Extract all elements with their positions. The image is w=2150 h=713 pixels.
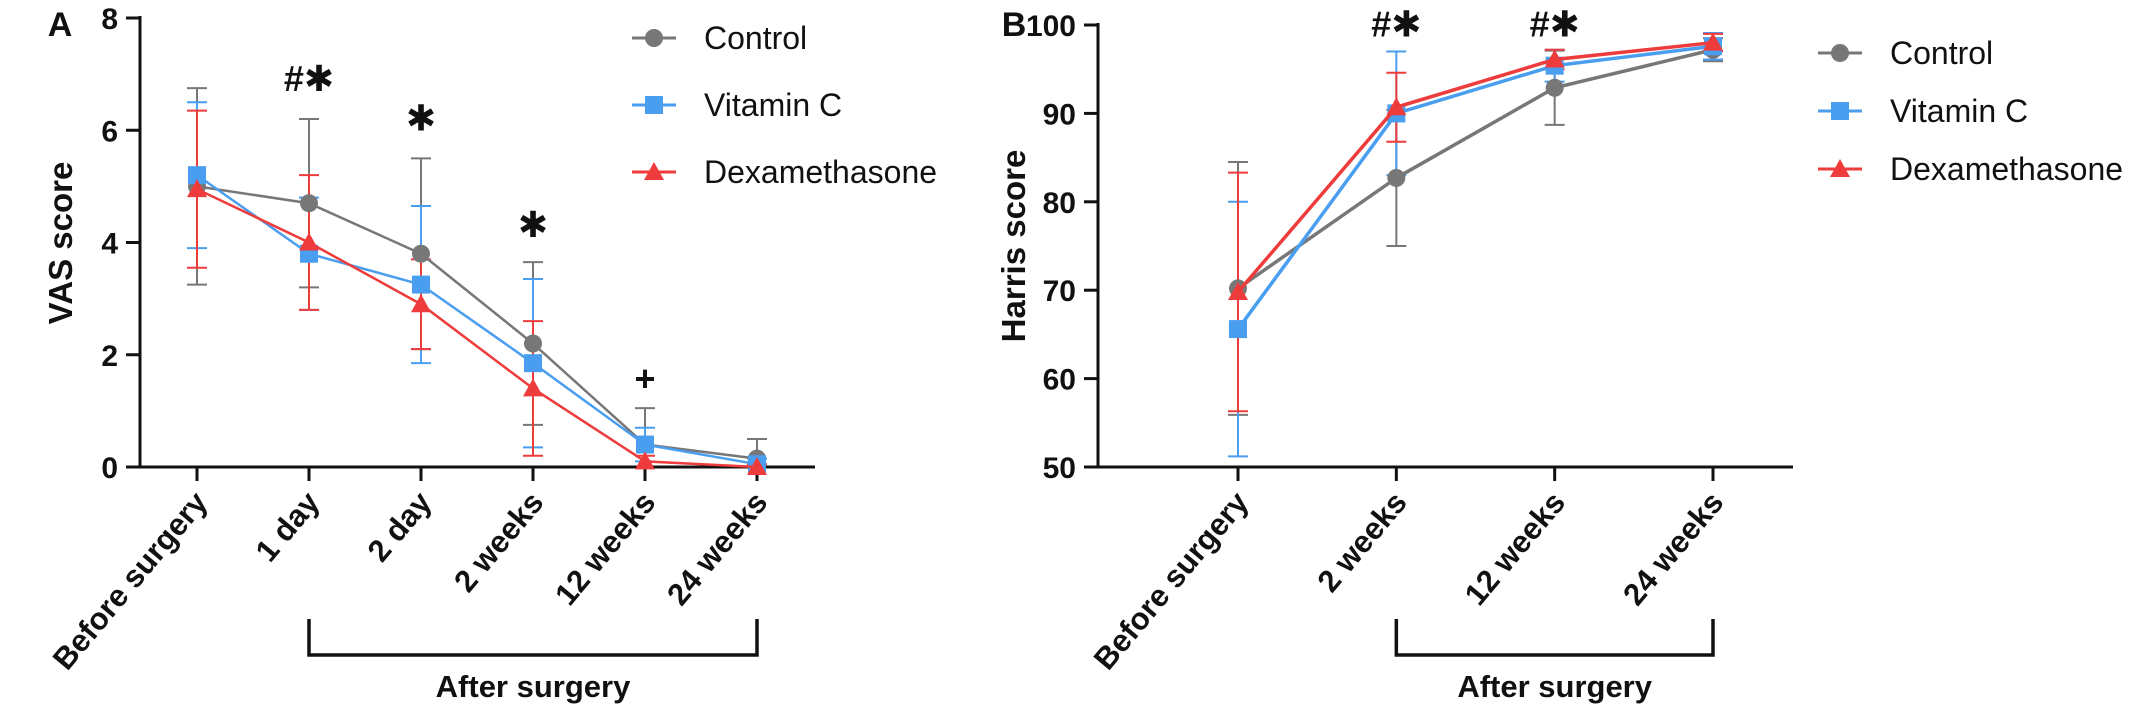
data-point [412, 244, 430, 263]
data-point [636, 435, 654, 454]
y-tick-label: 100 [1026, 10, 1076, 43]
data-point [523, 378, 543, 397]
series-line-vitamin-c [1236, 44, 1714, 331]
axes [1096, 23, 1793, 469]
bracket-label: After surgery [1457, 669, 1652, 704]
y-tick-label: 70 [1043, 275, 1076, 308]
y-tick-label: 80 [1043, 187, 1076, 220]
significance-annotation: ✱ [518, 204, 548, 245]
legend-label: Control [1890, 35, 1993, 71]
legend-label: Dexamethasone [704, 154, 937, 190]
panel-label: B [1002, 6, 1027, 44]
data-point [188, 166, 206, 185]
x-tick-label: 2 day [361, 484, 439, 568]
series-line-control [1236, 48, 1714, 290]
x-tick-label: Before surgery [1087, 484, 1256, 676]
x-tick-label: 2 weeks [1310, 485, 1413, 599]
significance-annotation: #✱ [1371, 3, 1421, 44]
bracket-label: After surgery [436, 669, 631, 704]
data-point [299, 232, 319, 251]
legend: Control Vitamin C Dexamethasone [1818, 35, 2123, 187]
legend-marker [644, 162, 664, 180]
legend-marker [1830, 159, 1850, 177]
data-point [187, 179, 207, 198]
x-tick-label: 1 day [249, 484, 327, 568]
significance-annotation: ✱ [406, 97, 436, 138]
data-point [1228, 281, 1248, 300]
after-surgery-bracket [1394, 619, 1715, 657]
legend-marker [1831, 44, 1849, 62]
series-control [1229, 40, 1722, 298]
legend-label: Vitamin C [1890, 93, 2028, 129]
data-point [1703, 32, 1723, 51]
y-tick-label: 90 [1043, 98, 1076, 131]
x-tick-label: 12 weeks [548, 485, 662, 612]
x-tick-label: 24 weeks [1616, 485, 1730, 612]
y-tick-label: 60 [1043, 364, 1076, 397]
x-tick-label: 2 weeks [447, 485, 550, 599]
x-tick-label: 24 weeks [660, 485, 774, 612]
series-dexamethasone [187, 179, 767, 475]
legend-marker [645, 96, 663, 114]
data-point [1386, 97, 1407, 116]
data-point [1545, 78, 1564, 97]
legend-marker [1831, 102, 1849, 120]
legend-label: Dexamethasone [1890, 151, 2123, 187]
legend-label: Control [704, 20, 807, 56]
y-tick-label: 0 [101, 452, 118, 485]
legend-label: Vitamin C [704, 87, 842, 123]
data-point [524, 334, 542, 353]
error-bars-control [187, 87, 767, 467]
panel-label: A [48, 6, 73, 44]
data-point [1229, 320, 1247, 339]
data-point [524, 354, 542, 373]
error-bars-dexamethasone [187, 109, 767, 467]
y-tick-label: 50 [1043, 452, 1076, 485]
series-line-dexamethasone [196, 188, 758, 469]
data-point [747, 457, 767, 475]
y-tick-label: 2 [101, 340, 118, 373]
y-axis-label: Harris score [995, 150, 1032, 343]
y-tick-label: 8 [101, 3, 118, 36]
x-tick-label: Before surgery [46, 484, 215, 676]
y-tick-label: 4 [101, 228, 118, 261]
error-bars-vitamin-c [187, 101, 767, 467]
legend-marker [645, 29, 663, 47]
error-bars-control [1228, 37, 1723, 416]
data-point [300, 194, 318, 213]
legend: Control Vitamin C Dexamethasone [632, 20, 937, 190]
y-axis-label: VAS score [42, 162, 79, 325]
chart-panel-b: B 50 60 70 80 90 100 Before surgery 2 weeks 12 we… [995, 3, 2123, 704]
significance-annotation: + [634, 358, 655, 399]
data-point [1544, 49, 1565, 68]
data-point [1387, 168, 1406, 187]
series-line-vitamin-c [196, 174, 758, 466]
data-point [635, 451, 655, 470]
y-tick-label: 6 [101, 115, 118, 148]
x-tick-label: 12 weeks [1458, 485, 1572, 612]
series-dexamethasone [1228, 32, 1723, 300]
significance-annotation: #✱ [1530, 3, 1580, 44]
data-point [411, 294, 431, 313]
series-line-dexamethasone [1236, 40, 1714, 294]
chart-panel-a: A 0 2 4 6 8 Before surgery 1 day 2 day 2 weeks12 … [42, 3, 937, 704]
significance-annotation: #✱ [284, 58, 334, 99]
data-point [412, 275, 430, 294]
series-vitamin-c [188, 166, 766, 474]
after-surgery-bracket [307, 619, 759, 657]
axes [138, 16, 815, 469]
